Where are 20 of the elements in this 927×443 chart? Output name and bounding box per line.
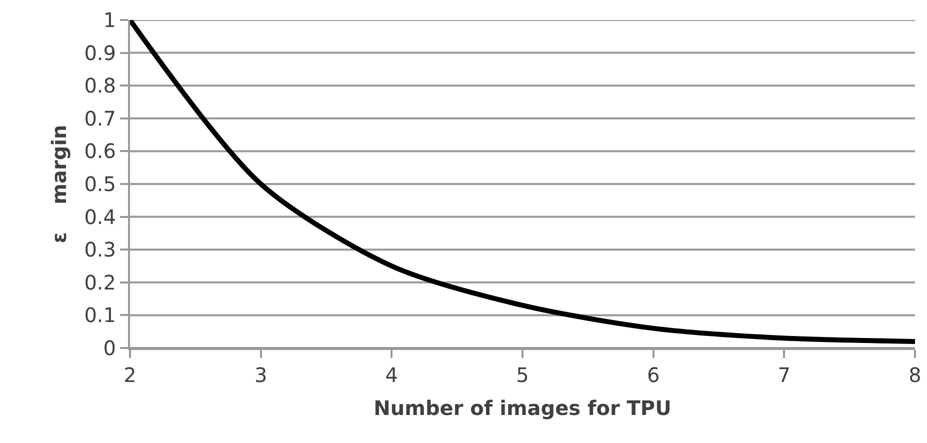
y-tick-label: 0.1	[84, 303, 116, 328]
y-tick-label: 0.4	[84, 204, 116, 229]
y-tick-label: 1	[103, 8, 116, 32]
x-axis-title: Number of images for TPU	[374, 396, 672, 420]
y-tick-label: 0.5	[84, 172, 116, 196]
x-tick-label: 5	[516, 363, 529, 387]
x-tick-label: 7	[778, 363, 791, 387]
x-tick-label: 3	[254, 363, 268, 387]
y-axis-title: ε margin	[47, 124, 72, 244]
y-tick-label: 0.9	[84, 40, 116, 65]
y-tick-label: 0.3	[84, 238, 116, 262]
x-tick-label: 6	[646, 363, 660, 387]
y-tick-label: 0.2	[84, 270, 116, 294]
x-tick-label: 2	[124, 363, 136, 387]
x-tick-label: 8	[908, 363, 922, 387]
y-tick-label: 0.6	[84, 139, 116, 164]
y-tick-label: 0	[103, 336, 116, 360]
x-tick-label: 4	[385, 363, 398, 387]
y-tick-label: 0.8	[84, 74, 116, 98]
y-tick-label: 0.7	[84, 106, 116, 130]
